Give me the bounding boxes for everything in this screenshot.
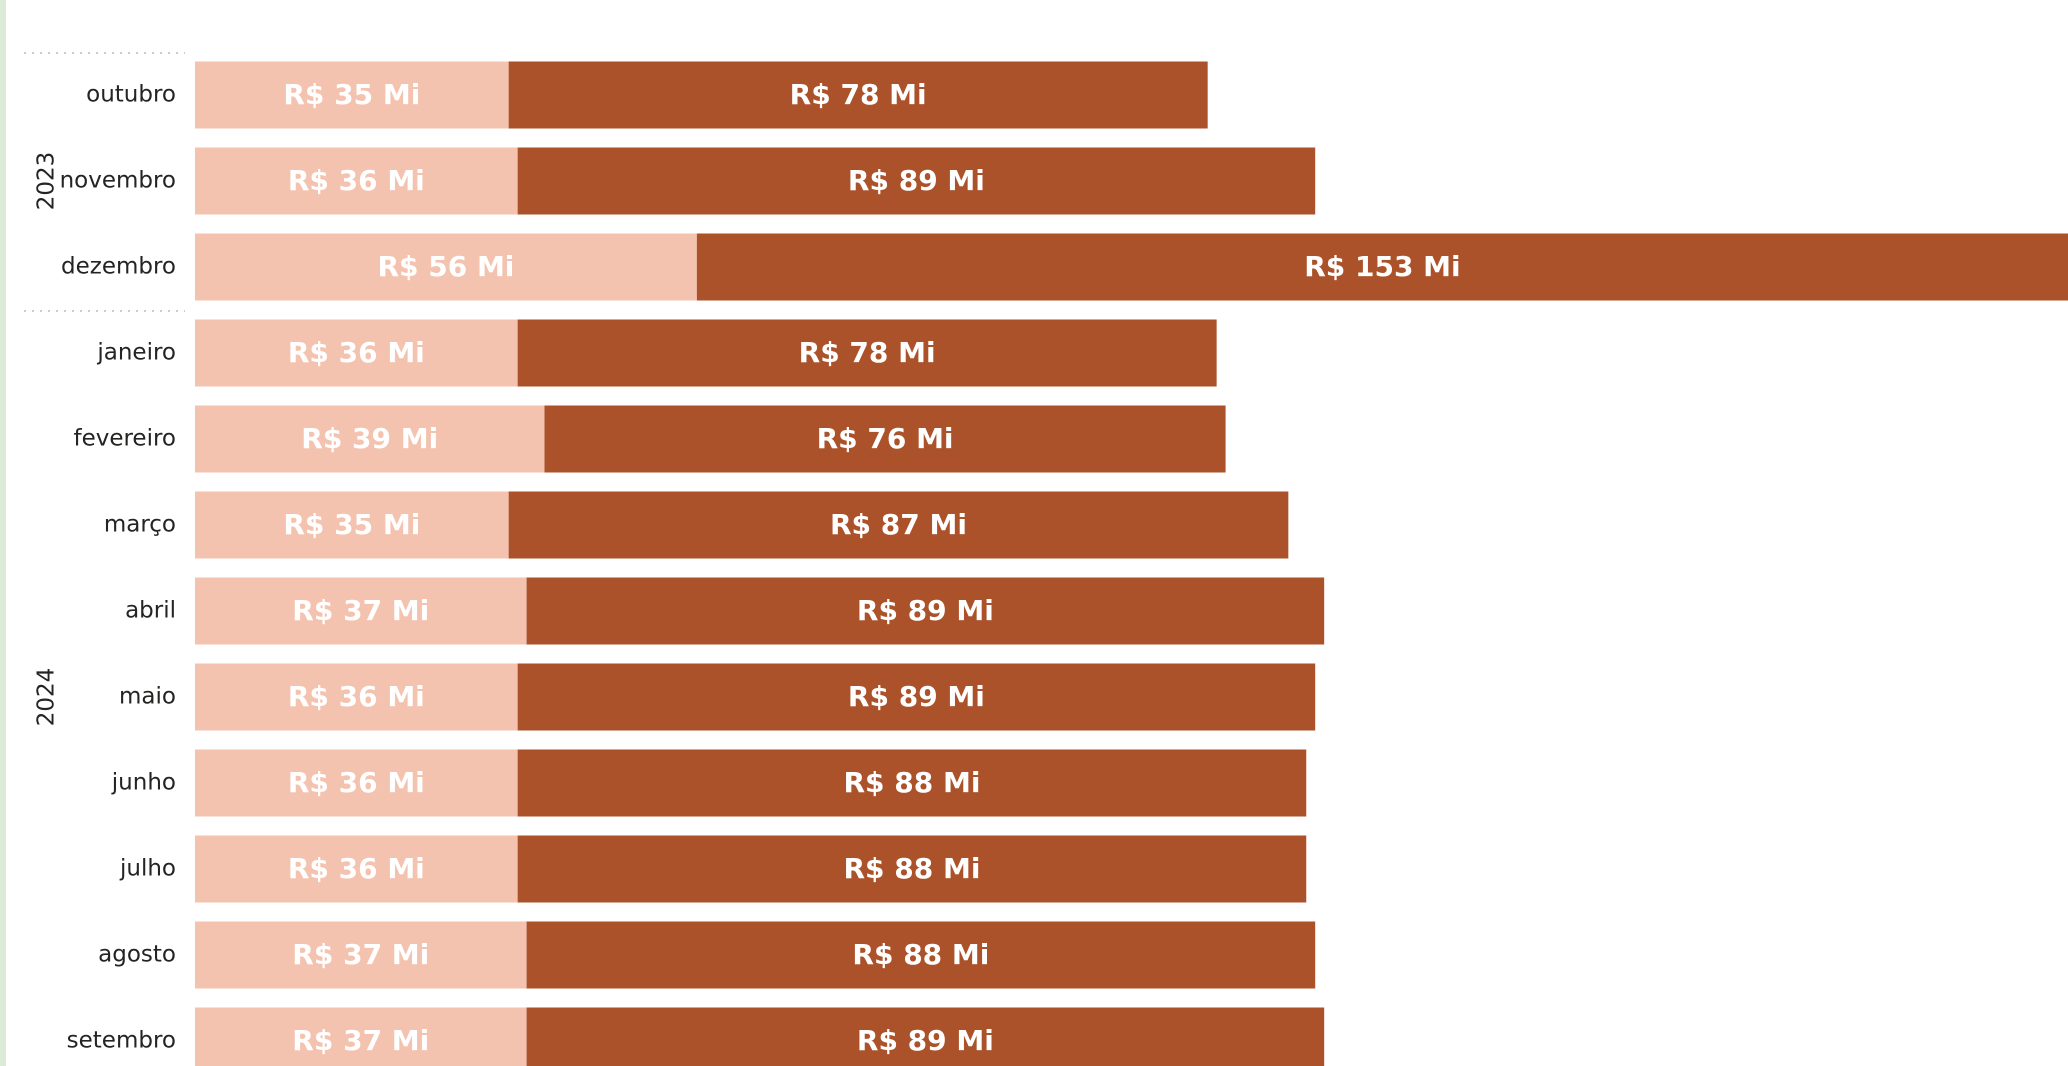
value-label: R$ 35 Mi [283,78,420,111]
value-label: R$ 88 Mi [843,766,980,799]
value-label: R$ 89 Mi [848,164,985,197]
bar-segment [195,663,518,731]
bar-segment [526,577,1325,645]
value-label: R$ 76 Mi [817,422,954,455]
bar-segment [195,61,509,129]
category-label: novembro [60,168,176,194]
value-label: R$ 153 Mi [1304,250,1460,283]
value-label: R$ 56 Mi [377,250,514,283]
bar-segment [195,147,518,215]
year-label: 2023 [34,152,60,211]
value-label: R$ 39 Mi [301,422,438,455]
category-label: janeiro [96,340,176,366]
category-label: julho [119,856,176,882]
category-label: fevereiro [73,426,176,452]
value-label: R$ 88 Mi [843,852,980,885]
value-label: R$ 37 Mi [292,594,429,627]
value-label: R$ 89 Mi [857,1024,994,1057]
value-label: R$ 89 Mi [848,680,985,713]
bar-segment [696,233,2068,301]
bar-segment [195,405,545,473]
value-label: R$ 88 Mi [852,938,989,971]
value-label: R$ 36 Mi [288,336,425,369]
bar-segment [195,835,518,903]
category-label: junho [111,770,176,796]
value-label: R$ 87 Mi [830,508,967,541]
value-label: R$ 36 Mi [288,680,425,713]
value-label: R$ 36 Mi [288,164,425,197]
bar-segment [508,61,1208,129]
bar-segment [517,835,1307,903]
category-label: março [104,512,176,538]
category-label: abril [125,598,176,624]
category-label: outubro [86,82,176,108]
left-border [0,0,6,1066]
bar-segment [195,233,697,301]
bar-segment [517,663,1316,731]
value-label: R$ 78 Mi [790,78,927,111]
value-label: R$ 36 Mi [288,852,425,885]
value-label: R$ 89 Mi [857,594,994,627]
bar-segment [517,749,1307,817]
bar-segment [195,921,527,989]
category-label: dezembro [61,254,176,280]
bar-segment [526,921,1316,989]
value-label: R$ 37 Mi [292,1024,429,1057]
bar-segment [517,147,1316,215]
value-label: R$ 37 Mi [292,938,429,971]
category-label: agosto [98,942,176,968]
value-label: R$ 78 Mi [799,336,936,369]
bar-segment [526,1007,1325,1066]
value-label: R$ 35 Mi [283,508,420,541]
bar-segment [195,1007,527,1066]
bar-segment [195,491,509,559]
category-label: maio [119,684,176,710]
bar-segment [544,405,1226,473]
bar-segment [195,577,527,645]
category-label: setembro [67,1028,176,1054]
year-label: 2024 [34,668,60,727]
bar-segment [195,319,518,387]
bar-segment [195,749,518,817]
value-label: R$ 36 Mi [288,766,425,799]
bar-segment [508,491,1289,559]
bar-segment [517,319,1217,387]
